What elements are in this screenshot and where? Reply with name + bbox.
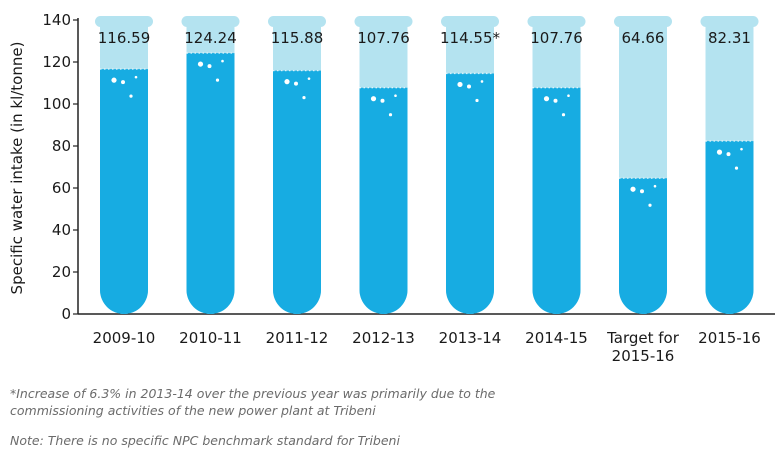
- bubble: [543, 96, 550, 102]
- tube-rim: [181, 16, 240, 27]
- value-label: 116.59: [98, 29, 151, 47]
- category-label: 2009-10: [93, 329, 156, 347]
- tube-layer: [95, 16, 759, 314]
- value-label: 124.24: [184, 29, 237, 47]
- tube-rim: [700, 16, 759, 27]
- bubble: [121, 80, 125, 85]
- bubble: [640, 189, 644, 194]
- value-label: 107.76: [530, 29, 583, 47]
- y-axis-label: Specific water intake (in kl/tonne): [8, 42, 26, 295]
- category-label: 2014-15: [525, 329, 588, 347]
- bubble: [553, 98, 558, 103]
- bubble: [726, 152, 731, 157]
- tube-rim: [614, 16, 672, 27]
- bubble: [307, 77, 311, 80]
- bubble: [302, 96, 306, 100]
- category-label: Target for: [606, 329, 680, 347]
- bubble: [394, 94, 397, 98]
- y-tick-label: 100: [42, 95, 71, 113]
- value-label: 64.66: [622, 29, 665, 47]
- tube-rim: [268, 16, 326, 27]
- data-bar: [359, 87, 408, 314]
- bubble: [561, 113, 566, 117]
- bubble: [207, 64, 212, 69]
- label-layer: 116.59 2009-10 124.24 2010-11 115.88 2011-12 1…: [93, 29, 761, 365]
- tube-rim: [441, 16, 499, 27]
- category-label: 2015-16: [698, 329, 761, 347]
- bubble: [734, 166, 739, 170]
- y-tick-label: 20: [52, 263, 71, 281]
- bubble: [480, 80, 484, 83]
- bubble: [294, 81, 298, 86]
- bubble: [197, 61, 204, 67]
- bubble: [740, 147, 743, 151]
- tube-rim: [527, 16, 586, 27]
- bubble: [284, 79, 290, 85]
- data-bar: [619, 178, 667, 314]
- category-label: 2015-16: [612, 347, 675, 365]
- footnote-text: *Increase of 6.3% in 2013-14 over the pr…: [10, 386, 496, 418]
- data-bar: [100, 69, 148, 314]
- bubble: [653, 184, 657, 188]
- y-tick-label: 0: [61, 305, 71, 323]
- bubble: [716, 149, 723, 155]
- data-bar: [186, 53, 235, 314]
- water-intake-chart: Specific water intake (in kl/tonne) 0 20 4…: [8, 11, 775, 365]
- bubble: [475, 98, 479, 103]
- y-tick-label: 120: [42, 53, 71, 71]
- bubble: [457, 81, 463, 88]
- bubble: [111, 77, 117, 83]
- bubble: [648, 203, 652, 207]
- category-label: 2010-11: [179, 329, 242, 347]
- tube-rim: [95, 16, 153, 27]
- data-bar: [532, 87, 581, 314]
- category-label: 2013-14: [439, 329, 502, 347]
- value-label: 82.31: [708, 29, 751, 47]
- y-tick-label: 140: [42, 11, 71, 29]
- y-tick-label: 80: [52, 137, 71, 155]
- bubble: [380, 98, 385, 103]
- bubble: [467, 84, 471, 89]
- data-bar: [446, 73, 494, 314]
- bubble: [567, 94, 570, 98]
- bubble: [215, 78, 220, 82]
- bubble: [129, 94, 133, 98]
- bubble: [221, 59, 224, 63]
- axis-layer: 0 20 40 60 80 100 120 140: [42, 11, 775, 323]
- value-label: 114.55*: [440, 29, 500, 47]
- bubble: [630, 186, 636, 192]
- bubble: [370, 96, 377, 102]
- y-tick-label: 60: [52, 179, 71, 197]
- bubble: [134, 75, 138, 79]
- data-bar: [273, 70, 321, 314]
- value-label: 107.76: [357, 29, 410, 47]
- y-tick-label: 40: [52, 221, 71, 239]
- value-label: 115.88: [271, 29, 324, 47]
- tube-rim: [354, 16, 413, 27]
- data-bar: [705, 141, 754, 314]
- category-label: 2012-13: [352, 329, 415, 347]
- note-text: Note: There is no specific NPC benchmark…: [10, 433, 400, 448]
- category-label: 2011-12: [266, 329, 329, 347]
- bubble: [388, 113, 393, 117]
